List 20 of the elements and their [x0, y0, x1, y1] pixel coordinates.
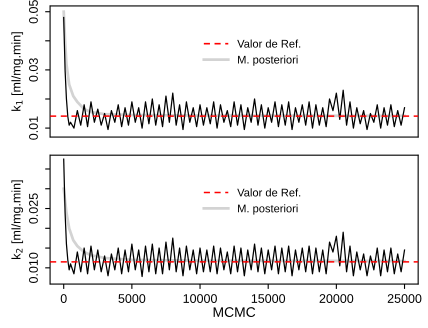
x-tick-label: 10000 — [184, 294, 217, 303]
x-tick-label: 15000 — [252, 294, 286, 303]
legend-label: M. posteriori — [238, 55, 298, 66]
legend-label: Valor de Ref. — [237, 188, 300, 197]
x-tick-label: 0 — [60, 294, 67, 303]
x-tick-label: 20000 — [320, 294, 354, 303]
line-series — [63, 158, 406, 278]
x-tick-label: 25000 — [388, 294, 422, 303]
legend-label: Valor de Ref. — [237, 40, 300, 48]
y-tick-label: 0.05 — [29, 0, 38, 24]
y-tick-label: 0.03 — [29, 58, 38, 82]
legend-label: M. posteriori — [238, 204, 298, 215]
x-tick-label: 5000 — [118, 294, 146, 303]
y-tick-label: 0.010 — [29, 252, 38, 283]
x-axis-title: MCMC — [214, 307, 256, 318]
y-tick-label: 0.025 — [29, 193, 38, 224]
y-axis-title: k$_{2}$ [ml/mg.min] — [11, 180, 24, 259]
y-axis-title: k$_{1}$ [ml/mg.min] — [11, 32, 24, 111]
y-tick-label: 0.01 — [29, 116, 38, 140]
line-series — [63, 16, 406, 130]
